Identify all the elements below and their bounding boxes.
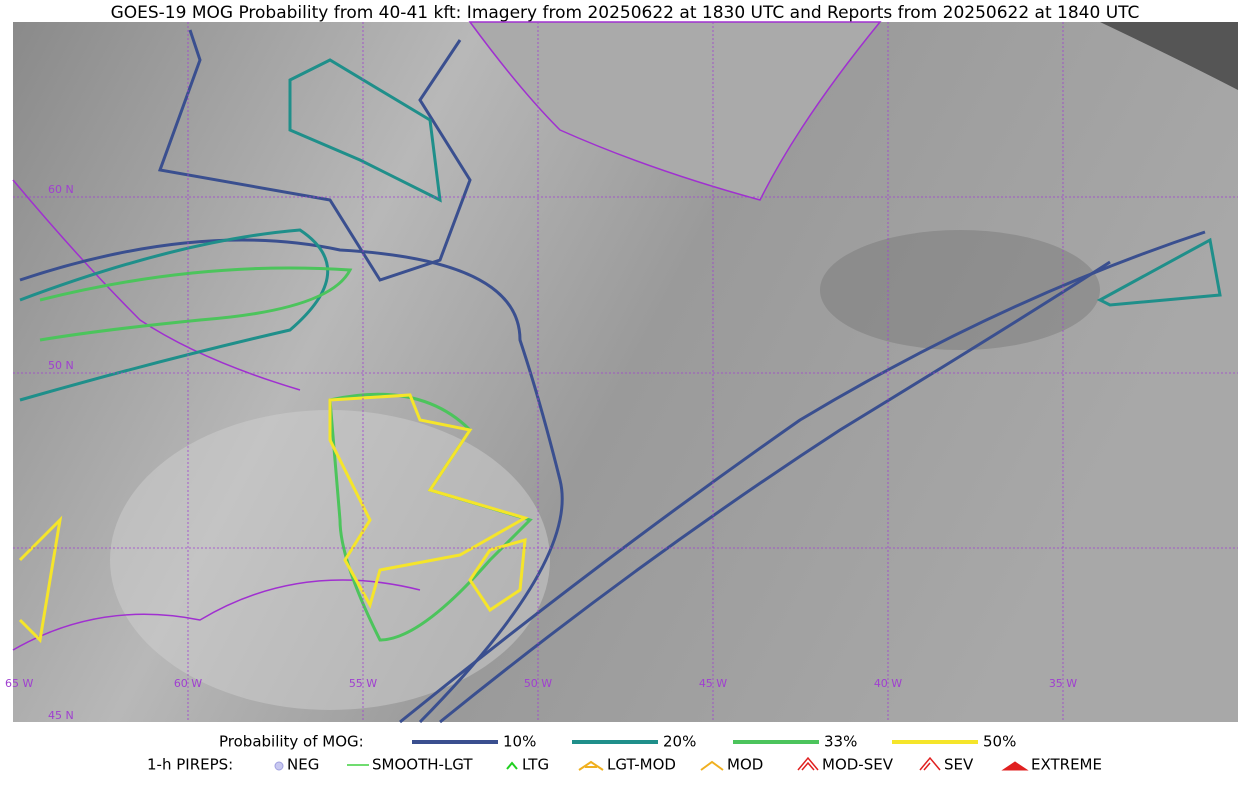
legend: Probability of MOG: 1-h PIREPS: 10% 20% 33… [147,733,1102,774]
contours [18,29,1222,724]
pirep-icon [919,756,941,771]
pirep-label: LTG [522,756,549,774]
pireps-title: 1-h PIREPS: [147,756,233,774]
legend-label: 10% [503,733,536,751]
coastline [12,579,421,651]
pirep-icon [578,760,604,771]
lat-label: 50 N [48,359,74,372]
lat-label: 45 N [48,709,74,722]
pirep-icon [274,761,284,771]
pirep-label: LGT-MOD [607,756,676,774]
contour-10 [399,230,1206,724]
lon-label: 45 W [699,677,727,690]
lon-label: 50 W [524,677,552,690]
title: GOES-19 MOG Probability from 40-41 kft: … [111,3,1140,23]
legend-title: Probability of MOG: [219,733,364,751]
lat-label: 60 N [48,183,74,196]
legend-label: 33% [824,733,857,751]
coastline [468,21,882,201]
coastline [12,179,301,391]
pirep-icon [1001,761,1029,771]
lon-label: 55 W [349,677,377,690]
cloud [110,410,550,710]
contour-20 [19,228,329,402]
pirep-icon [700,760,724,771]
contour-33 [39,266,353,342]
contour-10 [439,260,1111,724]
contour-50 [328,393,529,609]
legend-label: 50% [983,733,1016,751]
lon-label: 40 W [874,677,902,690]
dry-slot [820,230,1100,350]
map: 60 N 50 N 45 N 65 W 60 W 55 W 50 W 45 W 40 W 35 W [5,21,1238,724]
pirep-icon [797,756,819,771]
pirep-label: SMOOTH-LGT [372,756,473,774]
contour-10 [157,29,472,282]
pirep-label: MOD [727,756,763,774]
contour-20 [288,58,442,203]
pirep-label: EXTREME [1031,756,1102,774]
lon-label: 65 W [5,677,33,690]
lon-label: 60 W [174,677,202,690]
no-data [1100,22,1238,90]
contour-20 [1096,237,1222,307]
lon-label: 35 W [1049,677,1077,690]
contour-50 [468,537,527,613]
contour-50 [18,515,63,644]
graticule: 60 N 50 N 45 N 65 W 60 W 55 W 50 W 45 W 40 W 35 W [5,22,1238,722]
legend-label: 20% [663,733,696,751]
pirep-label: MOD-SEV [822,756,894,774]
pirep-icon [506,761,518,770]
pirep-label: SEV [944,756,974,774]
pirep-label: NEG [287,756,319,774]
